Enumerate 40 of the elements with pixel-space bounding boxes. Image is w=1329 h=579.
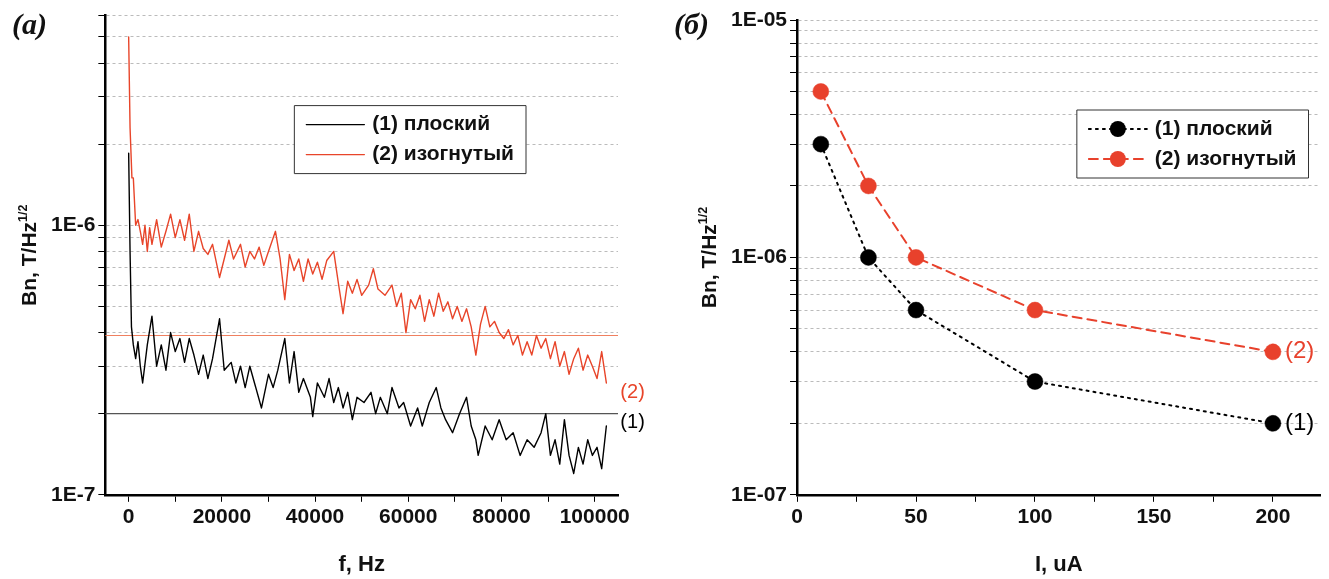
annotation: (1) — [1284, 407, 1315, 435]
y-axis-title: Bn, T/Hz1/2 — [15, 204, 40, 306]
x-tick-label: 50 — [904, 504, 928, 528]
point — [812, 135, 830, 153]
y-tick-label: 1E-05 — [730, 6, 788, 30]
legend-label: (1) плоский — [372, 111, 491, 135]
x-tick-label: 100 — [1017, 504, 1053, 528]
x-tick-label: 60000 — [379, 504, 438, 528]
legend-label: (1) плоский — [1154, 115, 1273, 139]
point — [1026, 301, 1044, 319]
point — [907, 301, 925, 319]
y-tick-label: 1E-06 — [730, 244, 788, 268]
point — [1264, 343, 1282, 361]
annotation: (2) — [1284, 336, 1315, 364]
y-axis-title: Bn, T/Hz1/2 — [695, 206, 720, 309]
legend-label: (2) изогнутый — [372, 141, 515, 165]
y-tick-label: 1E-7 — [51, 481, 96, 505]
x-tick-label: 20000 — [192, 504, 252, 528]
x-axis-title: I, uA — [1034, 551, 1083, 576]
x-tick-label: 80000 — [472, 504, 531, 528]
x-tick-label: 0 — [791, 504, 803, 528]
chart-title: (a) — [12, 7, 47, 41]
y-tick-label: 1E-07 — [730, 481, 788, 505]
text: (1) — [620, 409, 645, 432]
x-tick-label: 0 — [122, 504, 135, 528]
x-tick-label: 200 — [1255, 504, 1291, 528]
point — [860, 177, 877, 195]
point — [1264, 415, 1282, 432]
chart-title: (б) — [674, 7, 709, 41]
point — [812, 83, 830, 100]
point — [907, 249, 925, 266]
legend-label: (2) изогнутый — [1154, 145, 1297, 169]
point — [1026, 373, 1044, 390]
text: (2) — [620, 380, 645, 403]
x-axis-title: f, Hz — [338, 551, 385, 576]
point — [860, 249, 877, 266]
y-tick-label: 1E-6 — [51, 212, 96, 236]
x-tick-label: 150 — [1136, 504, 1172, 528]
x-tick-label: 40000 — [285, 504, 345, 528]
x-tick-label: 100000 — [559, 504, 630, 528]
